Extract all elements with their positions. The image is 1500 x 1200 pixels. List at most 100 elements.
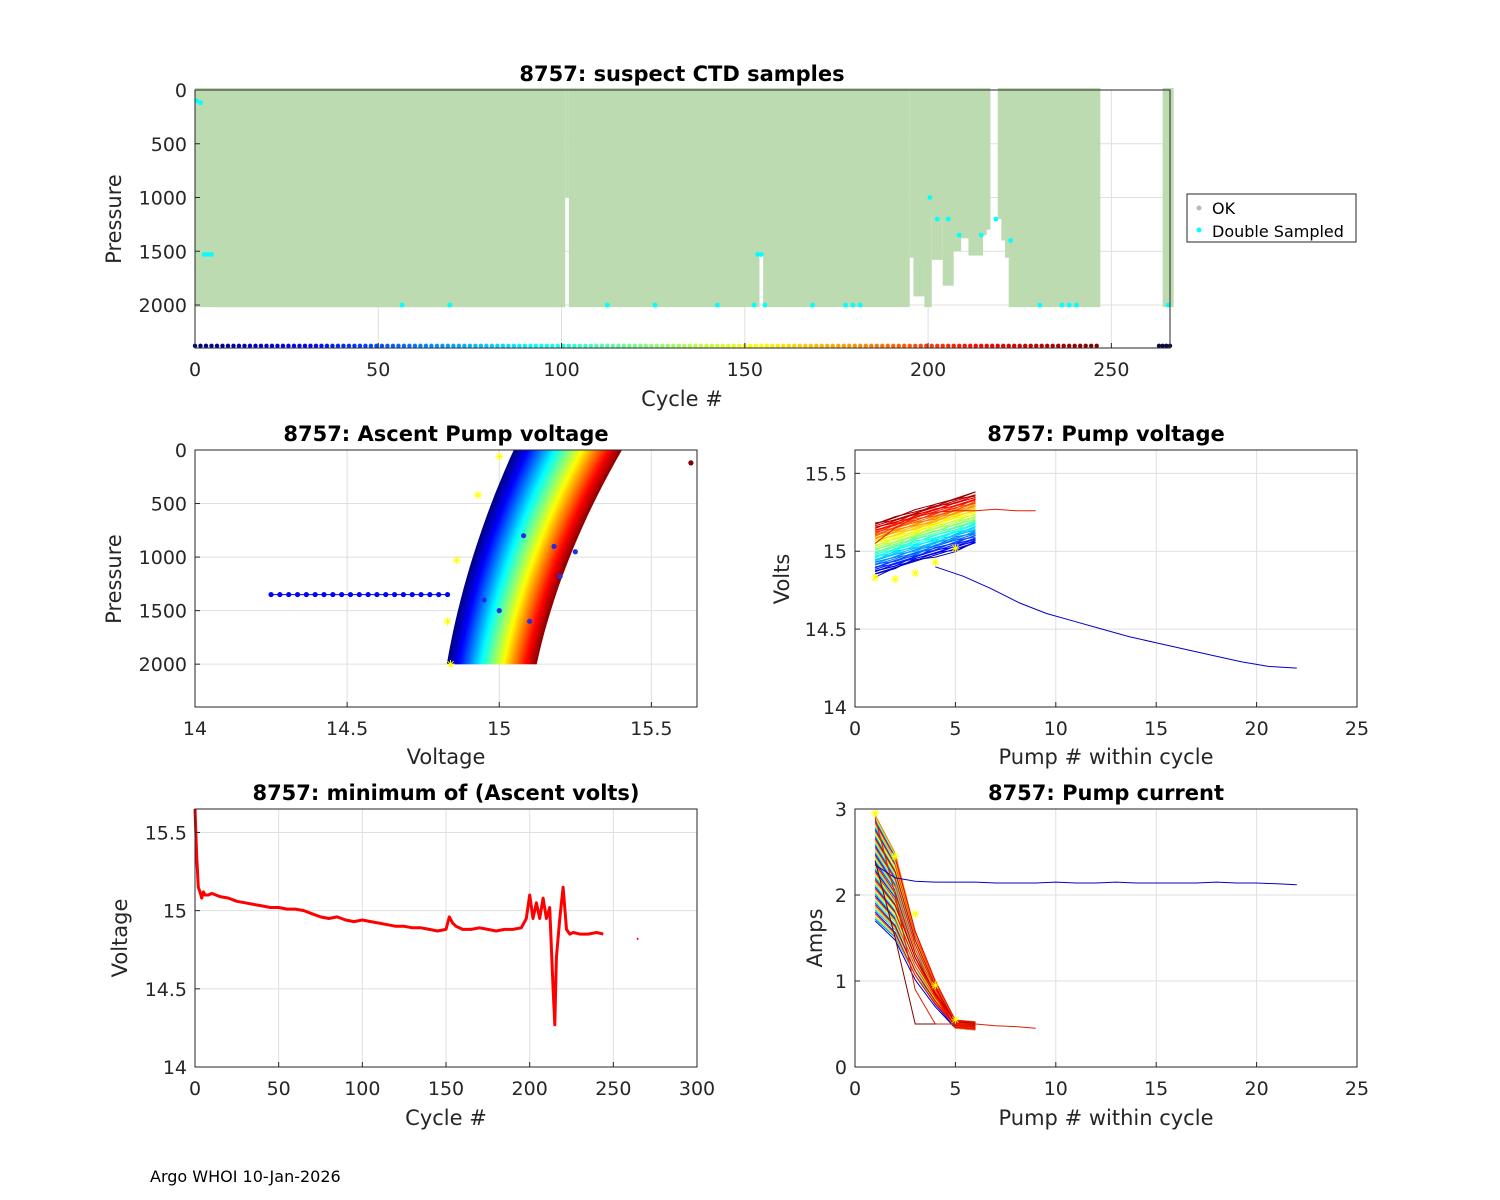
cycle-color-marker xyxy=(429,343,434,349)
ticks: 0 5 10 15 20 25 0 1 2 3 xyxy=(835,799,1369,1100)
cycle-color-marker xyxy=(302,343,308,349)
outlier-track-point xyxy=(418,591,424,598)
cycle-color-marker xyxy=(396,343,401,349)
ascent-profile-line xyxy=(531,449,619,665)
cycle-color-marker xyxy=(781,343,786,349)
suspect-ctd-samples-chart: 8757: suspect CTD samples 0 50 100 150 200 25… xyxy=(102,62,1357,411)
ticks: 0 50 100 150 200 250 0 500 1000 1500 2000 xyxy=(139,80,1130,381)
cycle-color-marker xyxy=(660,343,665,349)
ascent-profile-line xyxy=(485,449,562,665)
cycle-color-marker xyxy=(715,343,720,349)
cycle-color-marker xyxy=(1012,343,1017,349)
x-tick-label: 250 xyxy=(595,1078,631,1100)
cycle-color-marker xyxy=(330,343,335,349)
first-cycle-marker xyxy=(891,575,900,584)
ascent-profile-line xyxy=(488,449,566,665)
double-sampled-point xyxy=(399,302,405,308)
ascent-profile-line xyxy=(517,449,601,665)
scattered-point xyxy=(520,533,527,539)
ascent-profile-line xyxy=(518,449,602,665)
y-tick-label: 500 xyxy=(151,494,187,516)
cycle-color-marker xyxy=(775,343,781,349)
ascent-profile-line xyxy=(467,449,541,665)
cycle-color-marker xyxy=(588,343,594,349)
cycle-color-marker xyxy=(896,343,901,349)
x-tick-label: 10 xyxy=(1044,718,1068,740)
outlier-track-point xyxy=(391,591,398,598)
long-red-current-series xyxy=(874,817,1036,1029)
ok-sample-column xyxy=(1008,88,1101,308)
legend-ok-marker xyxy=(1196,205,1202,211)
pump-current-series xyxy=(874,859,976,1024)
ascent-profile-line xyxy=(512,449,595,665)
ascent-profile-line xyxy=(465,449,538,665)
ticks: 0 50 100 150 200 250 300 14 14.5 15 15.5 xyxy=(145,822,715,1100)
cycle-color-marker xyxy=(467,343,473,349)
ascent-profile-line xyxy=(500,449,580,665)
ticks: 14 14.5 15 15.5 0 500 1000 1500 2000 xyxy=(139,440,673,740)
scattered-point xyxy=(551,543,557,549)
cycle-color-marker xyxy=(654,343,660,349)
cycle-color-marker xyxy=(324,343,330,349)
first-cycle-marker xyxy=(495,452,504,461)
pump-voltage-series xyxy=(874,494,976,529)
cycle-color-marker xyxy=(621,343,627,349)
x-axis-label: Pump # within cycle xyxy=(999,745,1214,769)
y-tick-label: 0 xyxy=(175,440,187,462)
ascent-profile-line xyxy=(527,449,613,665)
ascent-profile-line xyxy=(510,449,592,665)
double-sampled-point xyxy=(978,232,984,238)
x-tick-label: 0 xyxy=(849,1078,861,1100)
pump-current-series xyxy=(874,822,976,1023)
grid xyxy=(194,809,698,1068)
cycle-color-marker xyxy=(412,343,418,349)
ascent-profile-line xyxy=(504,449,585,665)
double-sampled-point xyxy=(945,216,951,222)
ascent-profile-line xyxy=(479,449,555,665)
chart-title: 8757: Pump voltage xyxy=(987,422,1225,446)
ascent-profile-line xyxy=(464,449,537,665)
ascent-profile-line xyxy=(468,449,542,665)
first-cycle-marker xyxy=(871,809,880,818)
cycle-color-marker xyxy=(363,343,368,349)
scattered-point xyxy=(496,608,502,614)
cycle-color-marker xyxy=(253,343,258,349)
cycle-color-marker xyxy=(665,343,671,349)
double-sampled-point xyxy=(447,302,453,308)
cycle-color-marker xyxy=(511,343,517,349)
y-tick-label: 0 xyxy=(835,1057,847,1079)
ok-sample-column xyxy=(939,88,947,219)
cycle-color-marker xyxy=(390,343,396,349)
cycle-color-marker xyxy=(814,343,819,349)
cycle-color-marker xyxy=(676,343,682,349)
ascent-profile-line xyxy=(524,449,609,665)
x-tick-label: 0 xyxy=(189,1078,201,1100)
y-tick-label: 15 xyxy=(163,901,187,923)
cycle-color-marker xyxy=(627,343,632,349)
x-tick-label: 15 xyxy=(1144,1078,1168,1100)
ok-sample-column xyxy=(931,88,943,260)
double-sampled-point xyxy=(1165,302,1171,308)
cycle-color-marker xyxy=(1034,343,1039,349)
cycle-color-marker xyxy=(1028,343,1033,349)
y-tick-label: 1000 xyxy=(139,188,187,210)
outlier-track-point xyxy=(286,591,292,598)
cycle-color-marker xyxy=(902,343,907,349)
y-tick-label: 0 xyxy=(175,80,187,102)
pump-voltage-series xyxy=(874,491,976,525)
ascent-profile-line xyxy=(470,449,544,665)
cycle-color-marker xyxy=(808,343,813,349)
double-sampled-point xyxy=(198,100,203,106)
first-cycle-marker xyxy=(911,909,920,918)
ascent-profile-line xyxy=(459,449,531,665)
cycle-color-marker xyxy=(434,343,440,349)
y-tick-label: 2 xyxy=(835,885,847,907)
legend: OK Double Sampled xyxy=(1186,193,1357,243)
grid xyxy=(854,450,1358,708)
cycle-color-marker xyxy=(1067,343,1072,349)
cycle-color-marker xyxy=(599,343,605,349)
ascent-profile-line xyxy=(451,449,522,665)
cycle-color-marker xyxy=(786,343,791,349)
ascent-profile-line xyxy=(453,449,524,665)
cycle-color-marker xyxy=(203,343,209,349)
